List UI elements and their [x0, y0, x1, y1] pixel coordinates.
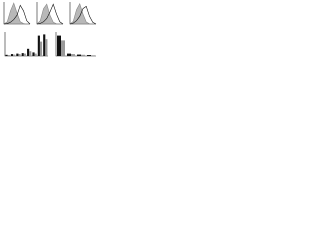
bar: [45, 39, 48, 56]
bar: [57, 35, 61, 56]
histogram-curve: [3, 2, 30, 25]
bar: [27, 48, 30, 56]
bar: [39, 41, 43, 56]
bar: [77, 54, 81, 56]
histogram-curve: [69, 2, 96, 25]
histogram-curve: [36, 3, 64, 25]
bar: [81, 54, 85, 56]
bar: [43, 34, 46, 56]
bar: [21, 53, 24, 56]
bar: [10, 54, 14, 56]
bar: [71, 54, 75, 56]
bar: [13, 54, 16, 56]
bar: [37, 35, 40, 56]
bar: [29, 51, 32, 56]
bar: [7, 55, 10, 56]
page: (() => { const data = JSON.parse(documen…: [0, 0, 320, 58]
bar: [61, 40, 65, 56]
histogram-curve: [69, 5, 97, 25]
figure: [3, 2, 97, 57]
bar: [67, 53, 71, 56]
bar: [91, 55, 95, 56]
bar: [87, 55, 91, 56]
bar: [5, 54, 8, 56]
histogram-curve: [3, 4, 31, 25]
bar: [23, 53, 26, 56]
bar: [34, 53, 37, 56]
bar: [32, 52, 35, 56]
histogram-curve: [36, 3, 63, 25]
bar: [16, 53, 19, 56]
bar: [18, 54, 21, 56]
